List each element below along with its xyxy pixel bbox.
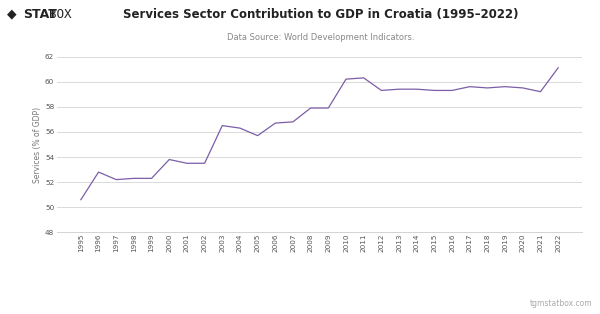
Text: STAT: STAT xyxy=(23,8,56,21)
Text: ◆: ◆ xyxy=(7,8,17,21)
Text: tgmstatbox.com: tgmstatbox.com xyxy=(530,299,593,308)
Text: Data Source: World Development Indicators.: Data Source: World Development Indicator… xyxy=(227,33,415,42)
Text: Services Sector Contribution to GDP in Croatia (1995–2022): Services Sector Contribution to GDP in C… xyxy=(123,8,519,21)
Y-axis label: Services (% of GDP): Services (% of GDP) xyxy=(33,106,42,182)
Text: BOX: BOX xyxy=(49,8,72,21)
